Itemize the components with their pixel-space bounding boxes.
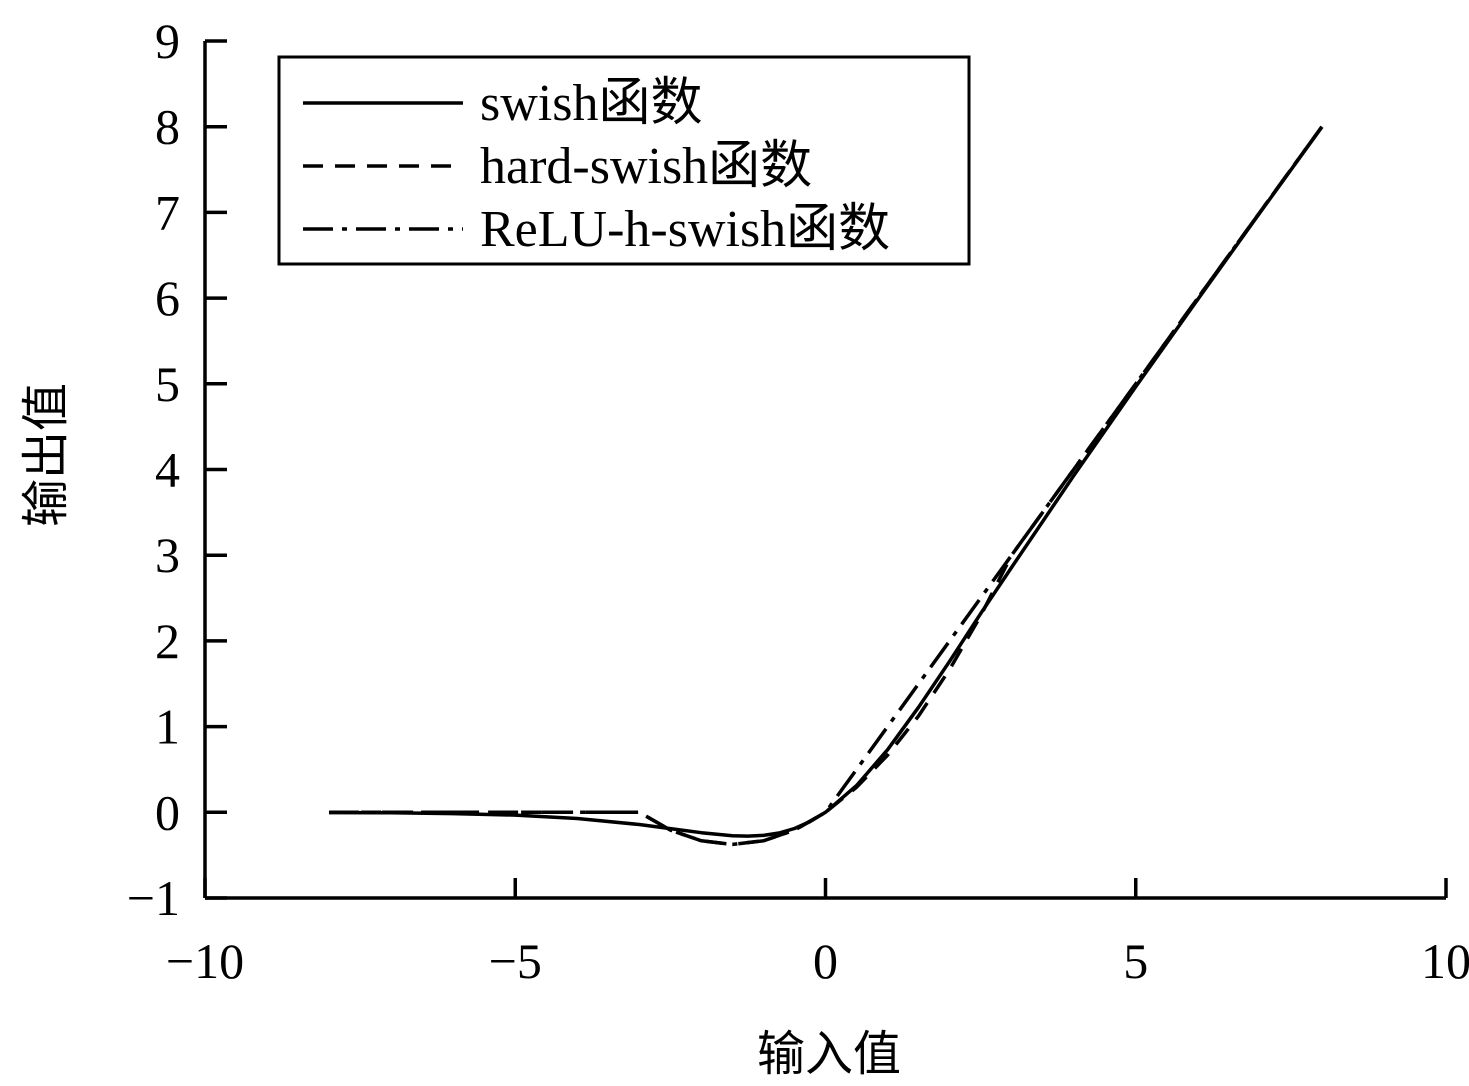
y-tick-label: 7 — [155, 184, 180, 240]
y-tick-label: 2 — [155, 613, 180, 669]
legend: swish函数 hard-swish函数 ReLU-h-swish函数 — [277, 55, 971, 266]
y-tick-label: 4 — [155, 442, 180, 498]
x-tick-label: 5 — [1123, 933, 1148, 989]
y-tick-label: 6 — [155, 270, 180, 326]
y-tick-label: 3 — [155, 527, 180, 583]
x-axis-title: 输入值 — [757, 1026, 901, 1082]
legend-box — [277, 55, 971, 266]
legend-label-3: ReLU-h-swish函数 — [480, 201, 890, 258]
y-tick-label: 5 — [155, 356, 180, 412]
y-tick-label: 9 — [155, 13, 180, 69]
y-tick-label: 0 — [155, 784, 180, 840]
y-axis-title: 输出值 — [18, 383, 74, 527]
y-tick-label: 1 — [155, 699, 180, 755]
series-line-2 — [329, 125, 1324, 847]
y-tick-label: −1 — [127, 870, 180, 926]
y-tick-label: 8 — [155, 99, 180, 155]
legend-label-1: swish函数 — [480, 75, 702, 132]
x-tick-label: −10 — [166, 933, 244, 989]
series-layer — [329, 125, 1324, 847]
x-tick-label: −5 — [489, 933, 542, 989]
x-tick-label: 0 — [813, 933, 838, 989]
x-tick-label: 10 — [1421, 933, 1469, 989]
legend-label-2: hard-swish函数 — [480, 138, 812, 195]
